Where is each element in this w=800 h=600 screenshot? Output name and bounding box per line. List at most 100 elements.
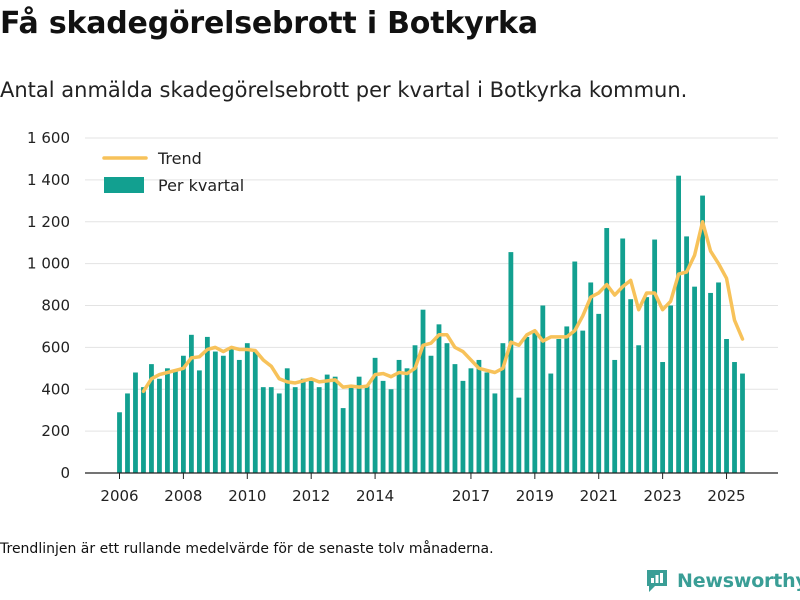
x-tick-label: 2023 [644, 487, 682, 505]
bar [292, 387, 298, 473]
y-tick-label: 1 400 [27, 171, 70, 189]
bar [428, 355, 434, 473]
bar [628, 299, 634, 473]
bar [508, 252, 514, 473]
bar [196, 370, 202, 473]
bar [180, 355, 186, 473]
legend-per-kvartal-swatch [104, 177, 144, 193]
bar [596, 313, 602, 473]
x-tick-label: 2025 [707, 487, 745, 505]
bar [684, 236, 689, 473]
bar [412, 345, 418, 473]
bar [268, 387, 274, 473]
legend-per-kvartal-label: Per kvartal [158, 176, 244, 195]
bar [157, 378, 162, 473]
bar [580, 330, 586, 473]
bar [444, 343, 450, 473]
y-tick-label: 1 200 [27, 213, 70, 231]
bar [348, 385, 354, 473]
bar [708, 292, 713, 473]
chart-title: Få skadegörelsebrott i Botkyrka [0, 6, 538, 41]
x-tick-label: 2012 [292, 487, 330, 505]
x-tick-label: 2010 [228, 487, 266, 505]
bar [244, 343, 250, 473]
footnote: Trendlinjen är ett rullande medelvärde f… [0, 541, 494, 557]
trend-line [141, 220, 745, 394]
bar [420, 309, 426, 473]
bar [324, 374, 330, 473]
bar [388, 389, 394, 473]
bar [732, 362, 737, 473]
bar [644, 297, 650, 473]
bar [716, 282, 721, 473]
bar [125, 393, 130, 473]
bar [740, 373, 745, 473]
x-axis: 2006 2008 2010 2012 2014 2017 2019 2021 2023 2025 [85, 472, 778, 505]
bar-series-per-kvartal [117, 175, 745, 473]
bar [612, 359, 618, 473]
x-tick-label: 2019 [516, 487, 554, 505]
bar [452, 364, 458, 473]
y-tick-label: 200 [41, 422, 70, 440]
bar [668, 305, 674, 473]
chart-subtitle: Antal anmälda skadegörelsebrott per kvar… [0, 78, 688, 102]
bar [117, 412, 122, 473]
legend: Trend Per kvartal [102, 149, 244, 195]
bar [149, 364, 154, 473]
y-axis-ticks: 0 200 400 600 800 1 000 1 200 1 400 1 600 [27, 129, 70, 482]
bar [692, 286, 697, 473]
bar [133, 372, 138, 473]
bar [700, 195, 705, 473]
bar [588, 282, 594, 473]
bar [300, 378, 306, 473]
bar [276, 393, 282, 473]
bar [476, 359, 482, 473]
bar [284, 368, 290, 473]
brand[interactable]: Newsworthy [645, 568, 800, 594]
bar [188, 334, 194, 473]
x-tick-label: 2006 [100, 487, 138, 505]
bar [141, 387, 146, 473]
bar [436, 324, 442, 473]
bar [260, 387, 266, 473]
bar [220, 355, 226, 473]
bar [404, 368, 410, 473]
legend-trend-label: Trend [157, 149, 202, 168]
y-tick-label: 400 [41, 380, 70, 398]
bar [356, 376, 362, 473]
y-tick-label: 1 600 [27, 129, 70, 147]
x-tick-label: 2008 [164, 487, 202, 505]
bar [252, 351, 258, 473]
bar [212, 351, 218, 473]
bar [460, 380, 466, 473]
bar [364, 385, 370, 473]
bar [620, 238, 626, 473]
bar [500, 343, 506, 473]
bar [524, 336, 530, 473]
bar [556, 339, 562, 473]
brand-name: Newsworthy [677, 570, 800, 592]
bar [636, 345, 642, 473]
bar [676, 175, 682, 473]
bar [332, 376, 338, 473]
trend-series [141, 220, 745, 394]
y-tick-label: 800 [41, 297, 70, 315]
y-tick-label: 1 000 [27, 255, 70, 273]
bar [173, 370, 178, 473]
bar [372, 357, 378, 473]
bar [380, 380, 386, 473]
bar [532, 330, 538, 473]
bar [308, 380, 314, 473]
bar [204, 336, 210, 473]
bar [236, 359, 242, 473]
bar [516, 397, 522, 473]
bar [572, 261, 578, 473]
bar [228, 347, 234, 473]
x-tick-label: 2017 [452, 487, 490, 505]
bar [340, 408, 346, 473]
newsworthy-logo-icon [647, 570, 667, 592]
bar [492, 393, 498, 473]
bar [660, 362, 666, 473]
bar [548, 373, 554, 473]
